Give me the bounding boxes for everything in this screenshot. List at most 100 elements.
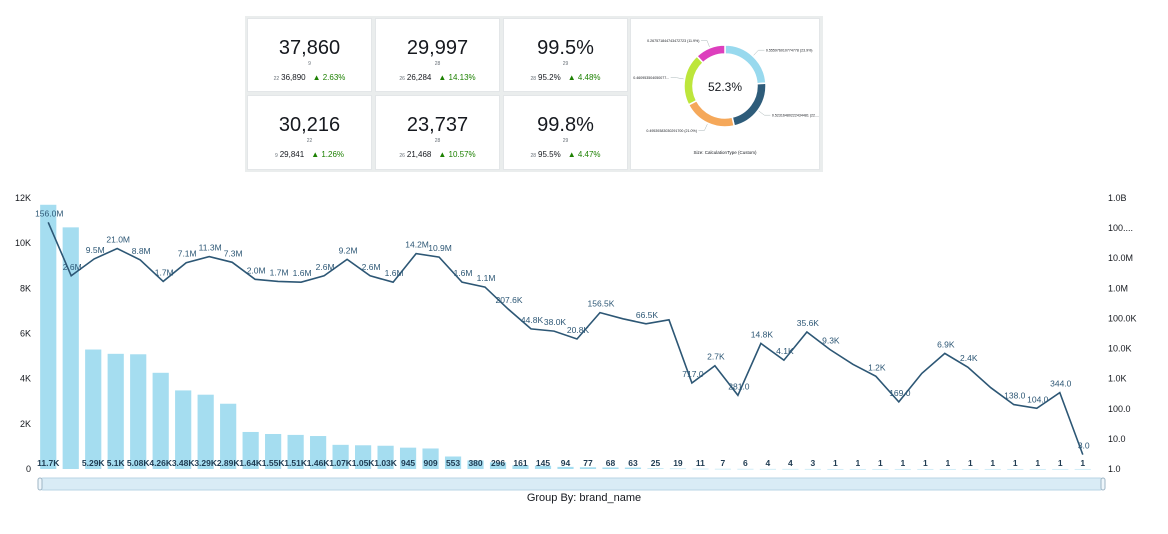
- line-data-label: 7.3M: [224, 248, 243, 258]
- line-data-label: 1.2K: [868, 362, 886, 372]
- kpi-card[interactable]: 99.5% 29 28 95.2% ▲ 4.48%: [503, 18, 628, 92]
- bar[interactable]: [175, 390, 192, 469]
- donut-slice[interactable]: [687, 99, 736, 128]
- line-data-label: 38.0K: [544, 317, 567, 327]
- line-data-label: 9.5M: [86, 245, 105, 255]
- bar[interactable]: [354, 445, 372, 469]
- bar[interactable]: [85, 349, 102, 469]
- bar[interactable]: [804, 468, 821, 470]
- bar[interactable]: [939, 468, 956, 470]
- bar[interactable]: [399, 447, 417, 469]
- kpi-card[interactable]: 29,997 28 26 26,284 ▲ 14.13%: [375, 18, 500, 92]
- line-data-label: 344.0: [1050, 379, 1072, 389]
- kpi-compare-value: 26,284: [406, 73, 432, 82]
- bar[interactable]: [242, 431, 259, 469]
- donut-slice[interactable]: [724, 44, 767, 85]
- right-axis-tick: 1.0K: [1108, 374, 1127, 384]
- bar[interactable]: [265, 433, 282, 469]
- bar[interactable]: [782, 468, 799, 470]
- donut-card[interactable]: 0.555976010774778 (23.9%) 0.5231648022243…: [630, 18, 820, 170]
- bar-data-label: 1.51K: [284, 458, 308, 468]
- bar-data-label: 1: [833, 458, 838, 468]
- donut-slice-label: 0.460953504050077...: [633, 76, 669, 80]
- bar[interactable]: [827, 468, 844, 470]
- bar-data-label: 161: [513, 458, 527, 468]
- bar[interactable]: [737, 468, 754, 470]
- bar[interactable]: [624, 467, 642, 469]
- donut-slice-label: 0.267571844743472723 (11.9%): [647, 39, 699, 43]
- kpi-card[interactable]: 99.8% 29 28 95.5% ▲ 4.47%: [503, 95, 628, 170]
- donut-chart[interactable]: 0.555976010774778 (23.9%) 0.5231648022243…: [631, 19, 819, 169]
- bar[interactable]: [647, 468, 664, 469]
- bar[interactable]: [512, 465, 529, 469]
- bar[interactable]: [107, 353, 124, 469]
- kpi-value: 37,860: [278, 37, 341, 59]
- kpi-delta: 14.13%: [448, 73, 476, 82]
- line-data-label: 2.6M: [316, 262, 335, 272]
- bar[interactable]: [220, 403, 237, 469]
- right-axis-tick: 1.0M: [1108, 283, 1128, 293]
- bar-data-label: 1: [855, 458, 860, 468]
- up-arrow-icon: ▲: [312, 73, 323, 82]
- left-axis-tick: 10K: [15, 238, 31, 248]
- bar[interactable]: [714, 468, 732, 470]
- kpi-card[interactable]: 23,737 28 26 21,468 ▲ 10.57%: [375, 95, 500, 170]
- bar[interactable]: [872, 468, 889, 470]
- line-data-label: 1.6M: [385, 268, 404, 278]
- bar[interactable]: [287, 434, 304, 469]
- kpi-card[interactable]: 37,860 9 22 36,890 ▲ 2.63%: [247, 18, 372, 92]
- line-data-label: 104.0: [1027, 394, 1049, 404]
- kpi-compare-label: 28: [530, 76, 537, 82]
- donut-slice[interactable]: [683, 55, 705, 106]
- kpi-compare-value: 29,841: [279, 150, 305, 159]
- scrollbar-track[interactable]: [39, 477, 1104, 491]
- bar[interactable]: [1052, 468, 1069, 470]
- bar[interactable]: [197, 394, 214, 469]
- scrollbar-handle-left[interactable]: [37, 477, 43, 491]
- bar[interactable]: [1007, 468, 1024, 470]
- kpi-compare-label: 28: [530, 153, 537, 159]
- line-data-label: 2.6M: [362, 262, 381, 272]
- bar[interactable]: [849, 468, 866, 470]
- bar[interactable]: [422, 448, 439, 469]
- bar[interactable]: [467, 460, 484, 469]
- bar-data-label: 3: [811, 458, 816, 468]
- line-data-label: 281.0: [728, 381, 750, 391]
- bar[interactable]: [444, 456, 462, 469]
- line-data-label: 66.5K: [636, 310, 659, 320]
- bar[interactable]: [310, 436, 327, 469]
- bar[interactable]: [602, 467, 619, 469]
- donut-leader-line: [753, 49, 765, 56]
- bar[interactable]: [40, 204, 57, 469]
- kpi-delta: 10.57%: [448, 150, 476, 159]
- bar[interactable]: [579, 467, 597, 469]
- donut-slice-label: 0.52316480222434481 (22....: [772, 114, 819, 118]
- bar[interactable]: [759, 468, 777, 470]
- scrollbar-handle-right[interactable]: [1100, 477, 1106, 491]
- bar[interactable]: [917, 468, 934, 470]
- bar[interactable]: [962, 468, 979, 470]
- bar[interactable]: [130, 354, 147, 469]
- bar[interactable]: [1074, 468, 1091, 470]
- donut-leader-line: [698, 124, 708, 131]
- bar[interactable]: [669, 468, 687, 470]
- bar[interactable]: [152, 372, 169, 469]
- line-data-label: 156.5K: [588, 299, 615, 309]
- bar[interactable]: [332, 444, 349, 469]
- bar[interactable]: [984, 468, 1001, 470]
- bar[interactable]: [534, 465, 552, 469]
- bar[interactable]: [489, 462, 507, 469]
- bar[interactable]: [557, 466, 574, 469]
- bar[interactable]: [377, 445, 394, 469]
- bar[interactable]: [1029, 468, 1046, 470]
- combo-chart-svg[interactable]: 0 2K 4K 6K 8K 10K 12K 1.0 10.0 100.0 1.0K 10.0K 100…: [0, 186, 1168, 529]
- kpi-card[interactable]: 30,216 22 9 29,841 ▲ 1.26%: [247, 95, 372, 170]
- bar[interactable]: [692, 468, 709, 470]
- scrollbar[interactable]: [37, 477, 1106, 491]
- bar-data-label: 145: [536, 458, 550, 468]
- bar-data-label: 380: [468, 458, 482, 468]
- bar[interactable]: [62, 227, 79, 469]
- bar[interactable]: [894, 468, 911, 470]
- donut-slice[interactable]: [695, 44, 726, 64]
- kpi-sub: 28: [434, 138, 441, 144]
